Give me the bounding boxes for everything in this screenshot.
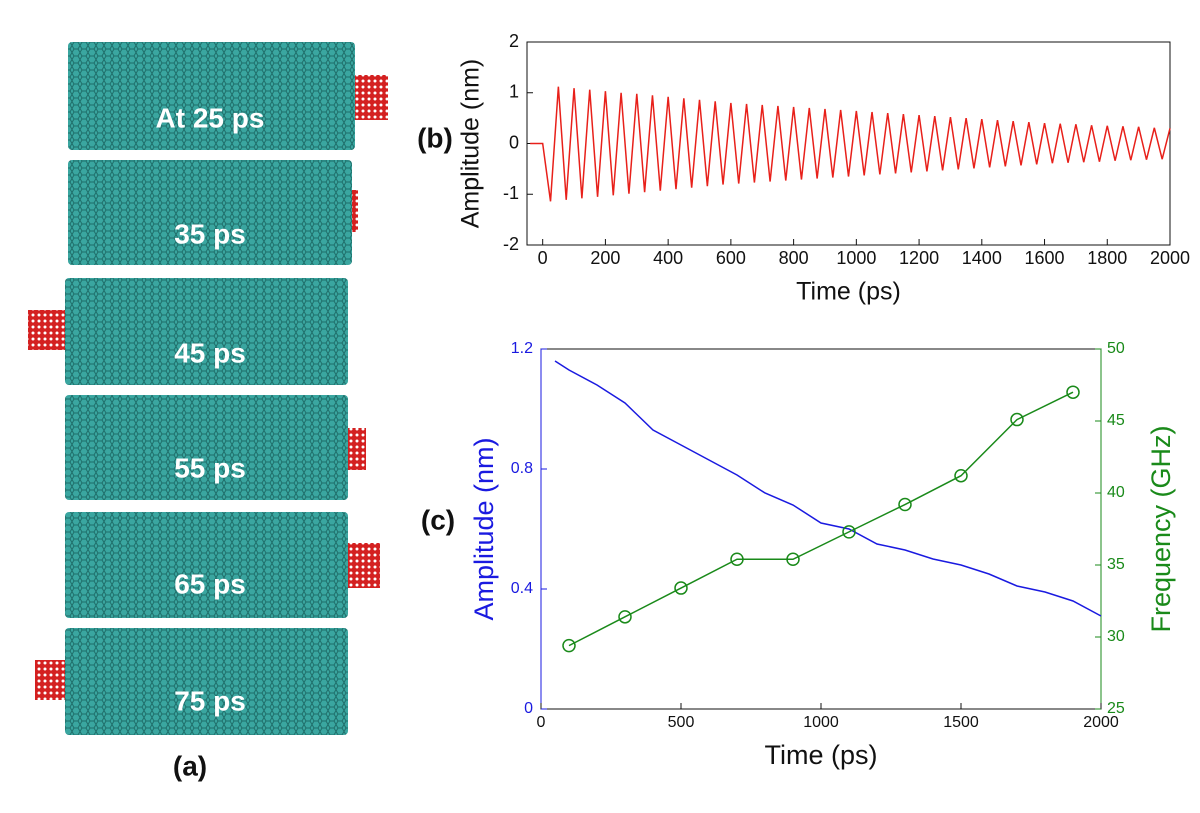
- y2-axis-label: Frequency (GHz): [1146, 425, 1176, 632]
- x-tick-label: 1000: [836, 248, 876, 268]
- y-axis-label: Amplitude (nm): [457, 59, 485, 229]
- x-tick-label: 0: [538, 248, 548, 268]
- x-tick-label: 2000: [1150, 248, 1190, 268]
- inner-tube: [350, 75, 388, 120]
- data-line: [568, 391, 1074, 647]
- data-point: [1066, 385, 1080, 399]
- y2-tick-label: 45: [1107, 412, 1125, 429]
- data-point: [562, 638, 576, 653]
- panel-label: (c): [421, 504, 455, 535]
- outer-tube: [65, 278, 348, 385]
- inner-tube: [35, 660, 68, 700]
- x-axis-label: Time (ps): [765, 740, 878, 770]
- y2-tick-label: 25: [1107, 700, 1125, 717]
- y2-tick-label: 30: [1107, 628, 1125, 645]
- outer-tube: [65, 512, 348, 618]
- y-axis-label: Amplitude (nm): [469, 437, 499, 620]
- data-line: [554, 360, 1102, 617]
- inner-tube: [28, 310, 68, 350]
- y-tick-label: 0.4: [511, 580, 533, 597]
- data-point: [730, 552, 744, 566]
- frame-label: At 25 ps: [156, 102, 265, 133]
- panel-label: (b): [417, 122, 453, 153]
- x-tick-label: 1400: [962, 248, 1002, 268]
- x-tick-label: 800: [779, 248, 809, 268]
- y2-tick-label: 40: [1107, 484, 1125, 501]
- x-tick-label: 2000: [1083, 714, 1119, 731]
- y-tick-label: -2: [503, 234, 519, 254]
- frame-label: 45 ps: [174, 337, 246, 368]
- data-line: [530, 86, 1171, 202]
- outer-tube: [65, 628, 348, 735]
- inner-tube: [346, 543, 380, 588]
- frame-label: 55 ps: [174, 452, 246, 483]
- frame-label: 35 ps: [174, 218, 246, 249]
- inner-tube: [346, 428, 366, 470]
- outer-tube: [68, 160, 352, 265]
- y-tick-label: 0: [524, 700, 533, 717]
- x-tick-label: 1000: [803, 714, 839, 731]
- frame-label: 65 ps: [174, 568, 246, 599]
- x-tick-label: 200: [590, 248, 620, 268]
- frame-label: 75 ps: [174, 685, 246, 716]
- x-tick-label: 0: [537, 714, 546, 731]
- data-point: [1010, 412, 1024, 427]
- x-tick-label: 1200: [899, 248, 939, 268]
- y-tick-label: -1: [503, 183, 519, 203]
- plot-frame: [526, 41, 1171, 246]
- y-tick-label: 0.8: [511, 460, 533, 477]
- panel-label: (a): [173, 750, 207, 781]
- y-tick-label: 0: [509, 132, 519, 152]
- y-tick-label: 2: [509, 31, 519, 51]
- y2-tick-label: 50: [1107, 340, 1125, 357]
- y-tick-label: 1: [509, 82, 519, 102]
- x-tick-label: 1600: [1025, 248, 1065, 268]
- inner-tube: [350, 190, 358, 232]
- data-point: [898, 497, 912, 512]
- data-point: [674, 581, 688, 595]
- data-point: [842, 525, 856, 539]
- y-tick-label: 1.2: [511, 340, 533, 357]
- outer-tube: [68, 42, 355, 150]
- x-axis-label: Time (ps): [796, 278, 901, 306]
- data-point: [618, 610, 632, 624]
- panel-a: At 25 ps 35 ps 45 ps 55 ps 65 ps 75 ps (…: [28, 42, 388, 781]
- x-tick-label: 500: [668, 714, 695, 731]
- outer-tube: [65, 395, 348, 500]
- x-tick-label: 600: [716, 248, 746, 268]
- y2-tick-label: 35: [1107, 556, 1125, 573]
- data-point: [786, 552, 800, 566]
- data-point: [954, 468, 968, 483]
- x-tick-label: 1800: [1087, 248, 1127, 268]
- x-tick-label: 400: [653, 248, 683, 268]
- x-tick-label: 1500: [943, 714, 979, 731]
